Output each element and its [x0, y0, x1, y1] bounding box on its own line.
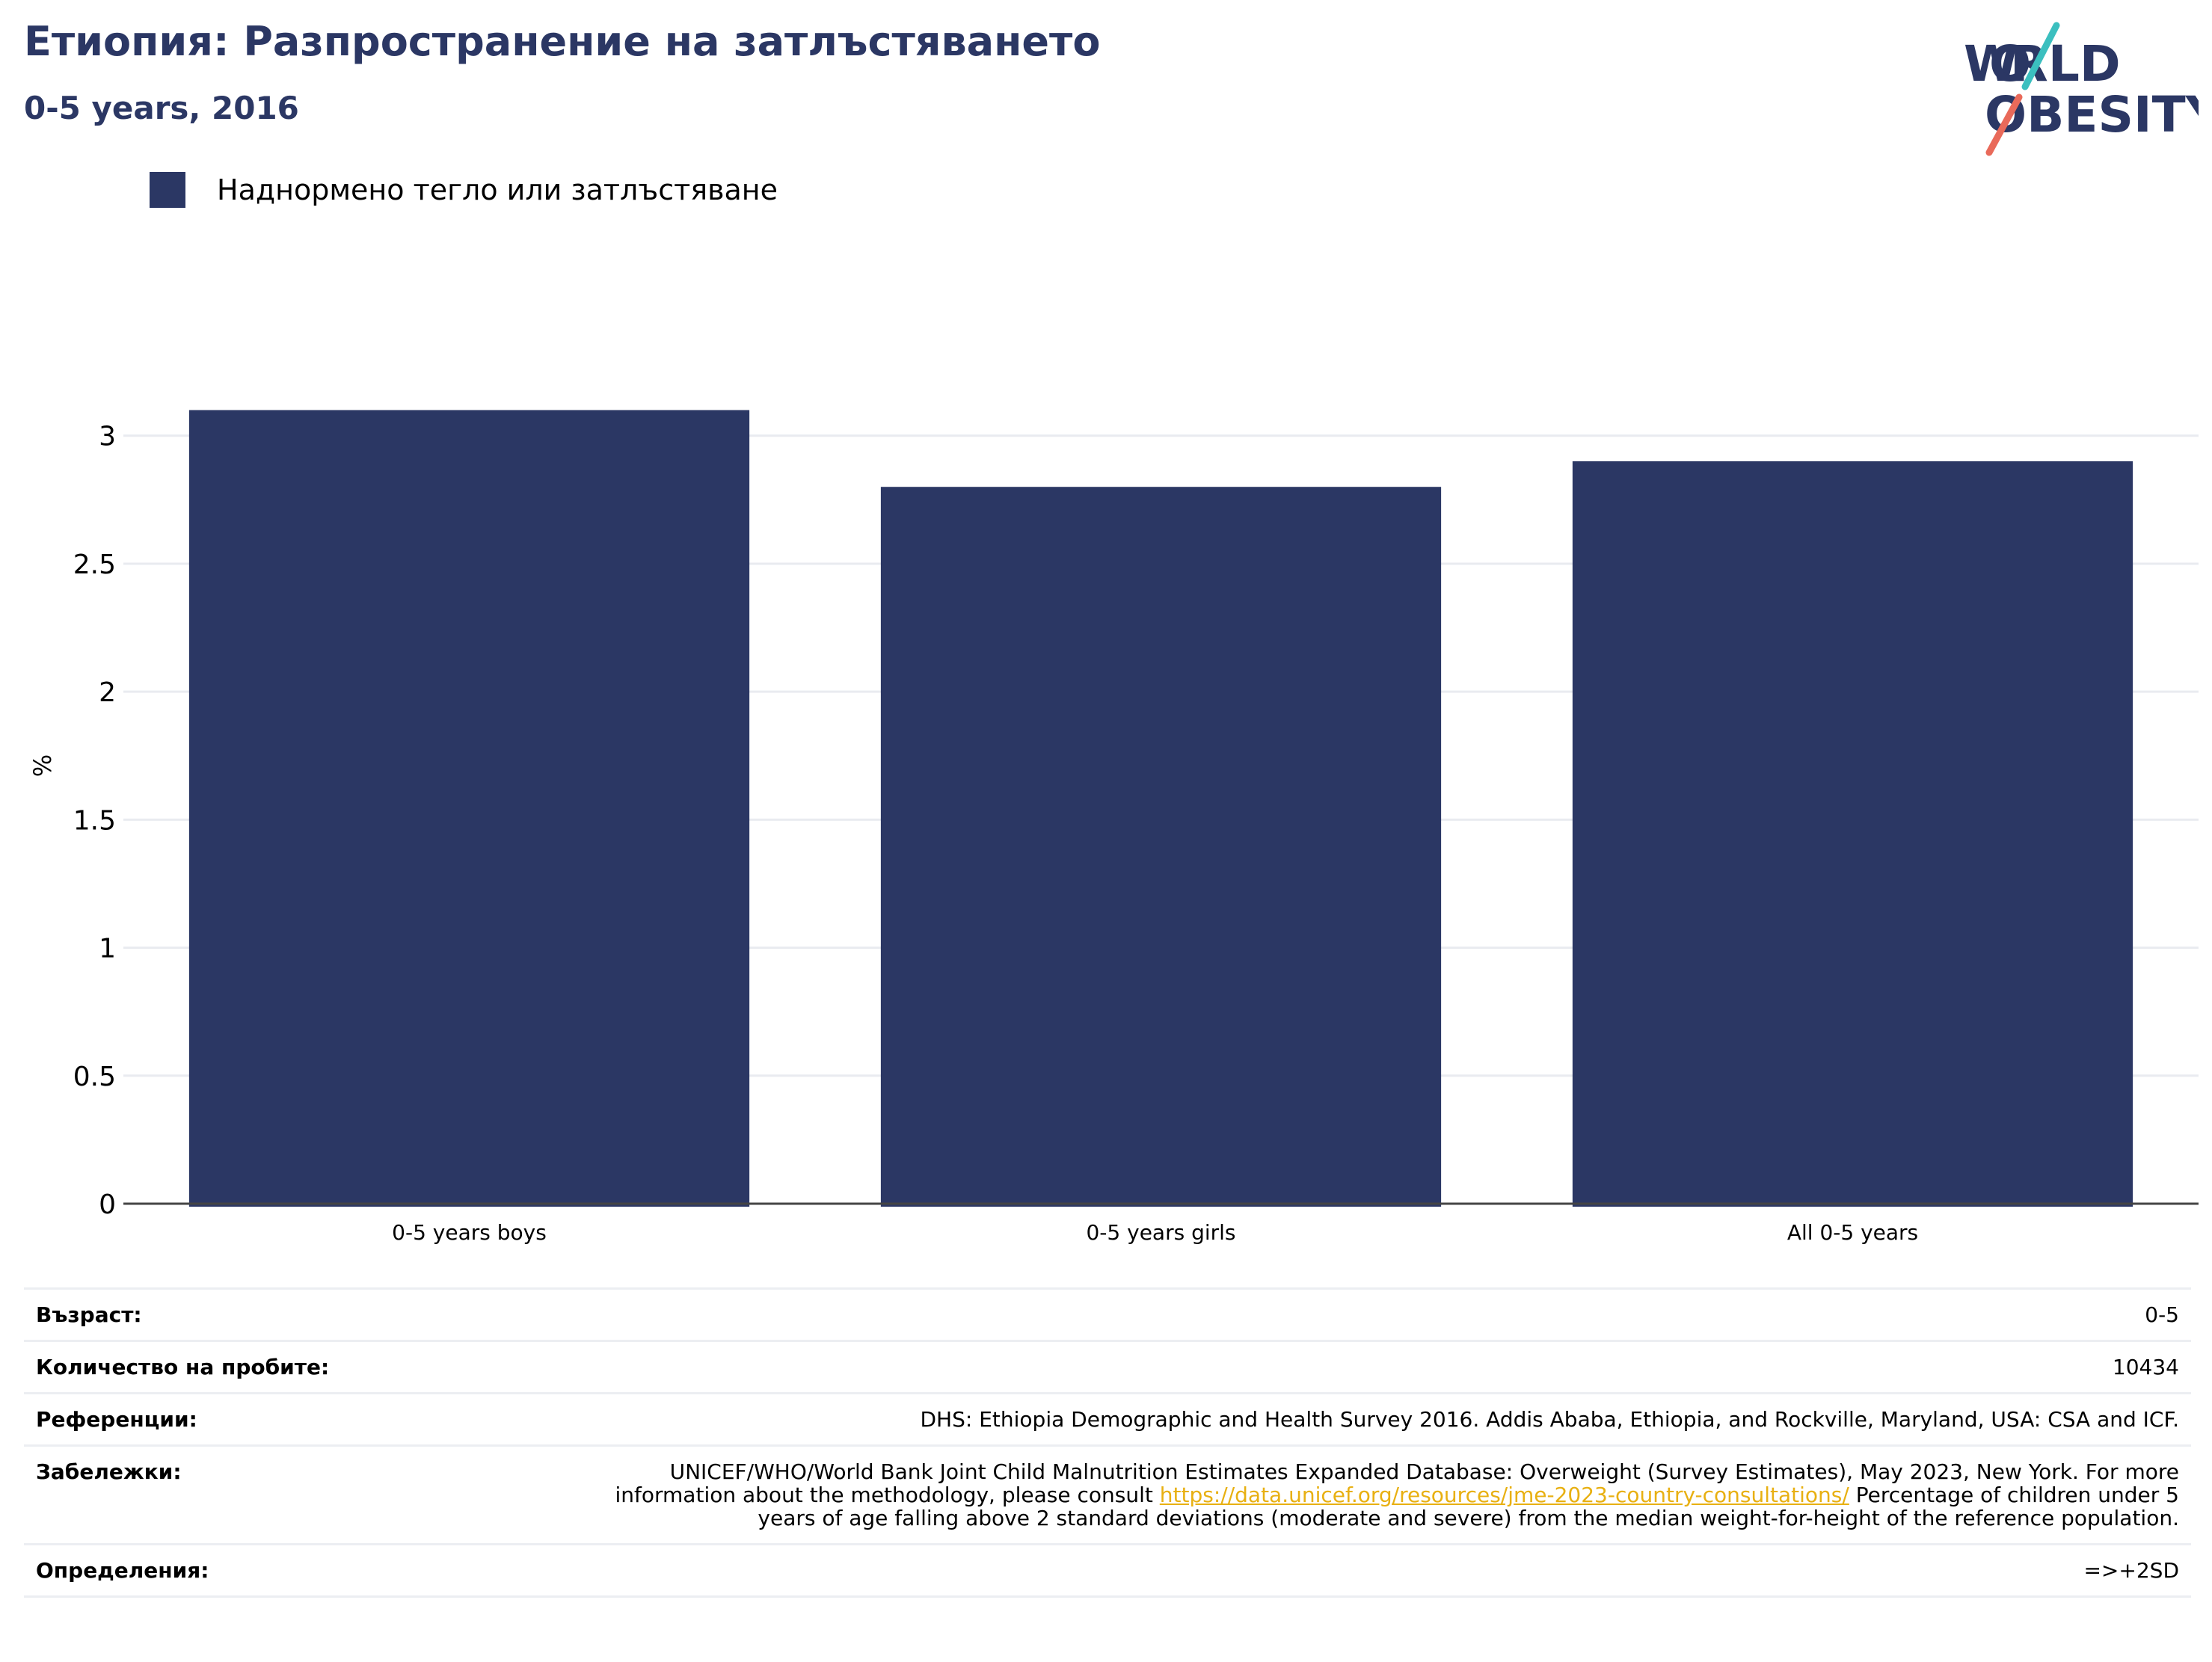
metadata-row-notes: Забележки: UNICEF/WHO/World Bank Joint C…: [24, 1444, 2191, 1545]
metadata-row-age: Възраст: 0-5: [24, 1287, 2191, 1342]
metadata-row-sample: Количество на пробите: 10434: [24, 1340, 2191, 1394]
metadata-row-definitions: Определения: =>+2SD: [24, 1543, 2191, 1598]
sample-size-value: 10434: [571, 1340, 2191, 1394]
metadata-row-references: Референции: DHS: Ethiopia Demographic an…: [24, 1392, 2191, 1447]
y-tick-label: 2: [99, 677, 116, 708]
axes: 0 0.5 1 1.5 2 2.5 3 0-5 years boys 0-5 years gir…: [73, 422, 2199, 1245]
chart-title: Етиопия: Разпространение на затлъстяване…: [24, 18, 1101, 65]
age-label: Възраст:: [24, 1287, 571, 1342]
logo-slash-top: [2021, 22, 2060, 90]
x-tick-label: All 0-5 years: [1787, 1220, 1918, 1245]
sample-size-label: Количество на пробите:: [24, 1340, 571, 1394]
methodology-link[interactable]: https://data.unicef.org/resources/jme-20…: [1159, 1483, 1849, 1507]
y-axis-label: %: [28, 754, 57, 777]
y-tick-label: 1.5: [73, 805, 116, 836]
definitions-value: =>+2SD: [571, 1543, 2191, 1598]
notes-text-before: UNICEF/WHO/World Bank Joint Child Malnut…: [615, 1459, 2180, 1507]
notes-value: UNICEF/WHO/World Bank Joint Child Malnut…: [571, 1444, 2191, 1545]
bars: [188, 410, 2133, 1207]
bar-2[interactable]: [880, 487, 1442, 1207]
bar-1[interactable]: [188, 410, 750, 1207]
legend-swatch: [150, 172, 185, 208]
definitions-label: Определения:: [24, 1543, 571, 1598]
y-tick-label: 0.5: [73, 1062, 116, 1092]
metadata-table: Възраст: 0-5 Количество на пробите: 1043…: [24, 1287, 2191, 1598]
logo-text-obesity: OBESITY: [1985, 86, 2199, 144]
y-tick-label: 1: [99, 934, 116, 964]
legend-label: Наднормено тегло или затлъстяване: [217, 173, 778, 206]
notes-label: Забележки:: [24, 1444, 571, 1545]
logo-slash-bottom: [1985, 93, 2023, 156]
chart-legend[interactable]: Наднормено тегло или затлъстяване: [150, 172, 778, 208]
bar-chart: 0 0.5 1 1.5 2 2.5 3 0-5 years boys 0-5 years gir…: [28, 410, 2199, 1245]
chart-subtitle: 0-5 years, 2016: [24, 90, 299, 126]
x-tick-label: 0-5 years boys: [392, 1220, 547, 1245]
notes-text-after: Percentage of children under 5 years of …: [758, 1483, 2179, 1530]
references-value: DHS: Ethiopia Demographic and Health Sur…: [571, 1392, 2191, 1447]
bar-3[interactable]: [1572, 461, 2133, 1207]
x-tick-label: 0-5 years girls: [1086, 1220, 1235, 1245]
age-value: 0-5: [571, 1287, 2191, 1342]
logo-text-world: W: [1964, 35, 2018, 93]
y-tick-label: 2.5: [73, 550, 116, 580]
y-tick-label: 0: [99, 1189, 116, 1220]
y-tick-label: 3: [99, 422, 116, 452]
references-label: Референции:: [24, 1392, 571, 1447]
world-obesity-logo: W RLD O OBESITY: [1964, 22, 2199, 156]
